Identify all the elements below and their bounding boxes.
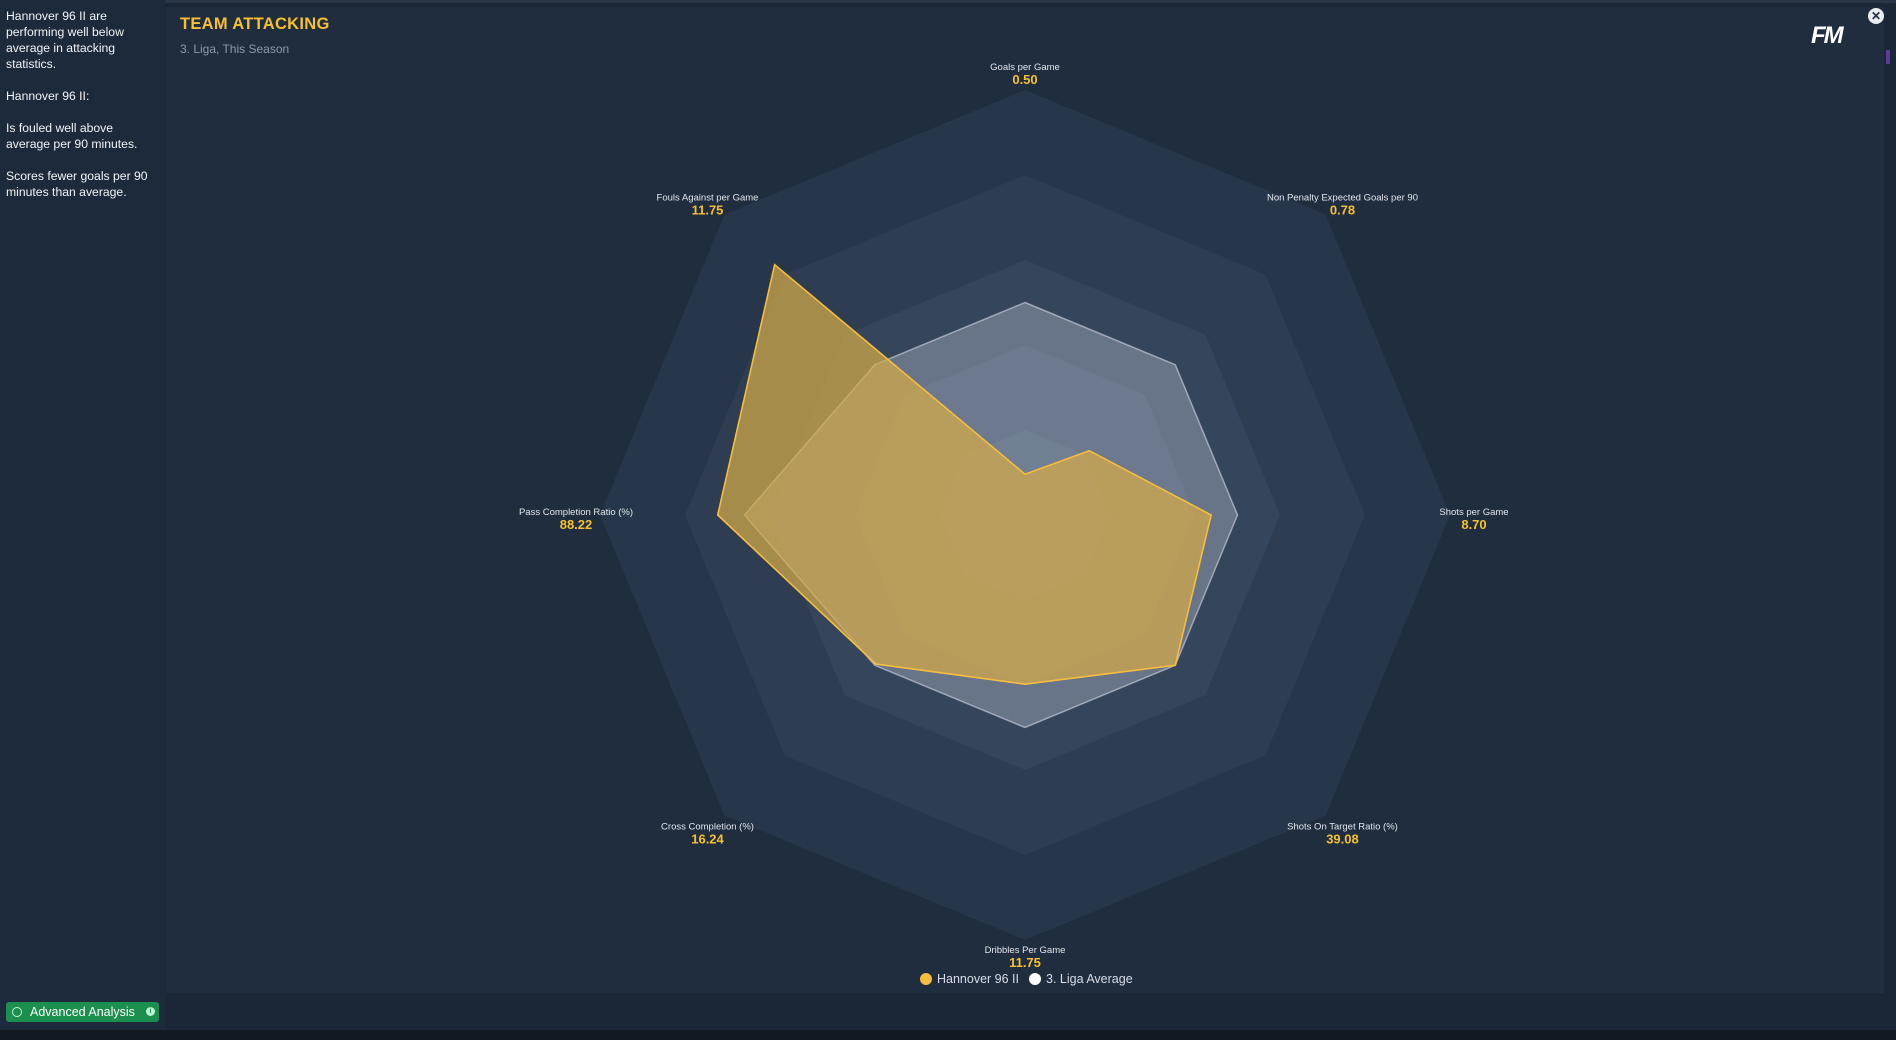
axis-value-4: 39.08 [1326, 832, 1359, 847]
close-icon[interactable]: ✕ [1868, 8, 1884, 24]
axis-label-3: Shots per Game [1439, 507, 1508, 518]
top-strip [0, 0, 1896, 3]
axis-label-1: Goals per Game [990, 62, 1060, 73]
axis-value-2: 0.78 [1330, 202, 1355, 217]
axis-value-5: 11.75 [1009, 955, 1041, 970]
legend-label-team: Hannover 96 II [937, 972, 1019, 986]
axis-value-1: 0.50 [1012, 72, 1037, 87]
axis-value-7: 88.22 [560, 517, 593, 532]
legend-item-average: 3. Liga Average [1029, 972, 1133, 986]
legend-swatch-team [920, 973, 932, 985]
insight-summary: Hannover 96 II are performing well below… [6, 9, 124, 71]
axis-value-8: 11.75 [692, 202, 724, 217]
axis-value-6: 16.24 [691, 832, 724, 847]
axis-label-7: Pass Completion Ratio (%) [519, 507, 633, 518]
axis-label-4: Shots On Target Ratio (%) [1287, 822, 1398, 833]
chart-legend: Hannover 96 II 3. Liga Average [920, 972, 1143, 986]
series-team-area [716, 263, 1213, 685]
legend-swatch-average [1029, 973, 1041, 985]
advanced-analysis-label: Advanced Analysis [30, 1005, 135, 1019]
insight-goals: Scores fewer goals per 90 minutes than a… [6, 169, 148, 199]
axis-label-2: Non Penalty Expected Goals per 90 [1267, 192, 1418, 203]
legend-item-team: Hannover 96 II [920, 972, 1019, 986]
insight-sidebar: Hannover 96 II are performing well below… [0, 0, 165, 1040]
info-icon[interactable]: i [146, 1007, 155, 1016]
axis-value-3: 8.70 [1461, 517, 1486, 532]
insight-text: Hannover 96 II are performing well below… [6, 8, 156, 216]
bottom-bar [0, 1030, 1896, 1040]
axis-label-8: Fouls Against per Game [657, 192, 759, 203]
fm-logo: FM [1811, 22, 1844, 49]
page-title: TEAM ATTACKING [180, 15, 330, 33]
axis-label-5: Dribbles Per Game [985, 945, 1066, 956]
insight-fouled: Is fouled well above average per 90 minu… [6, 121, 138, 151]
advanced-analysis-button[interactable]: Advanced Analysis i [6, 1002, 159, 1022]
insight-team-heading: Hannover 96 II: [6, 89, 90, 103]
page-subtitle: 3. Liga, This Season [180, 42, 290, 56]
axis-label-6: Cross Completion (%) [661, 822, 754, 833]
accent-strip [1886, 50, 1890, 64]
analysis-toggle-icon [12, 1007, 22, 1017]
legend-label-average: 3. Liga Average [1046, 972, 1133, 986]
